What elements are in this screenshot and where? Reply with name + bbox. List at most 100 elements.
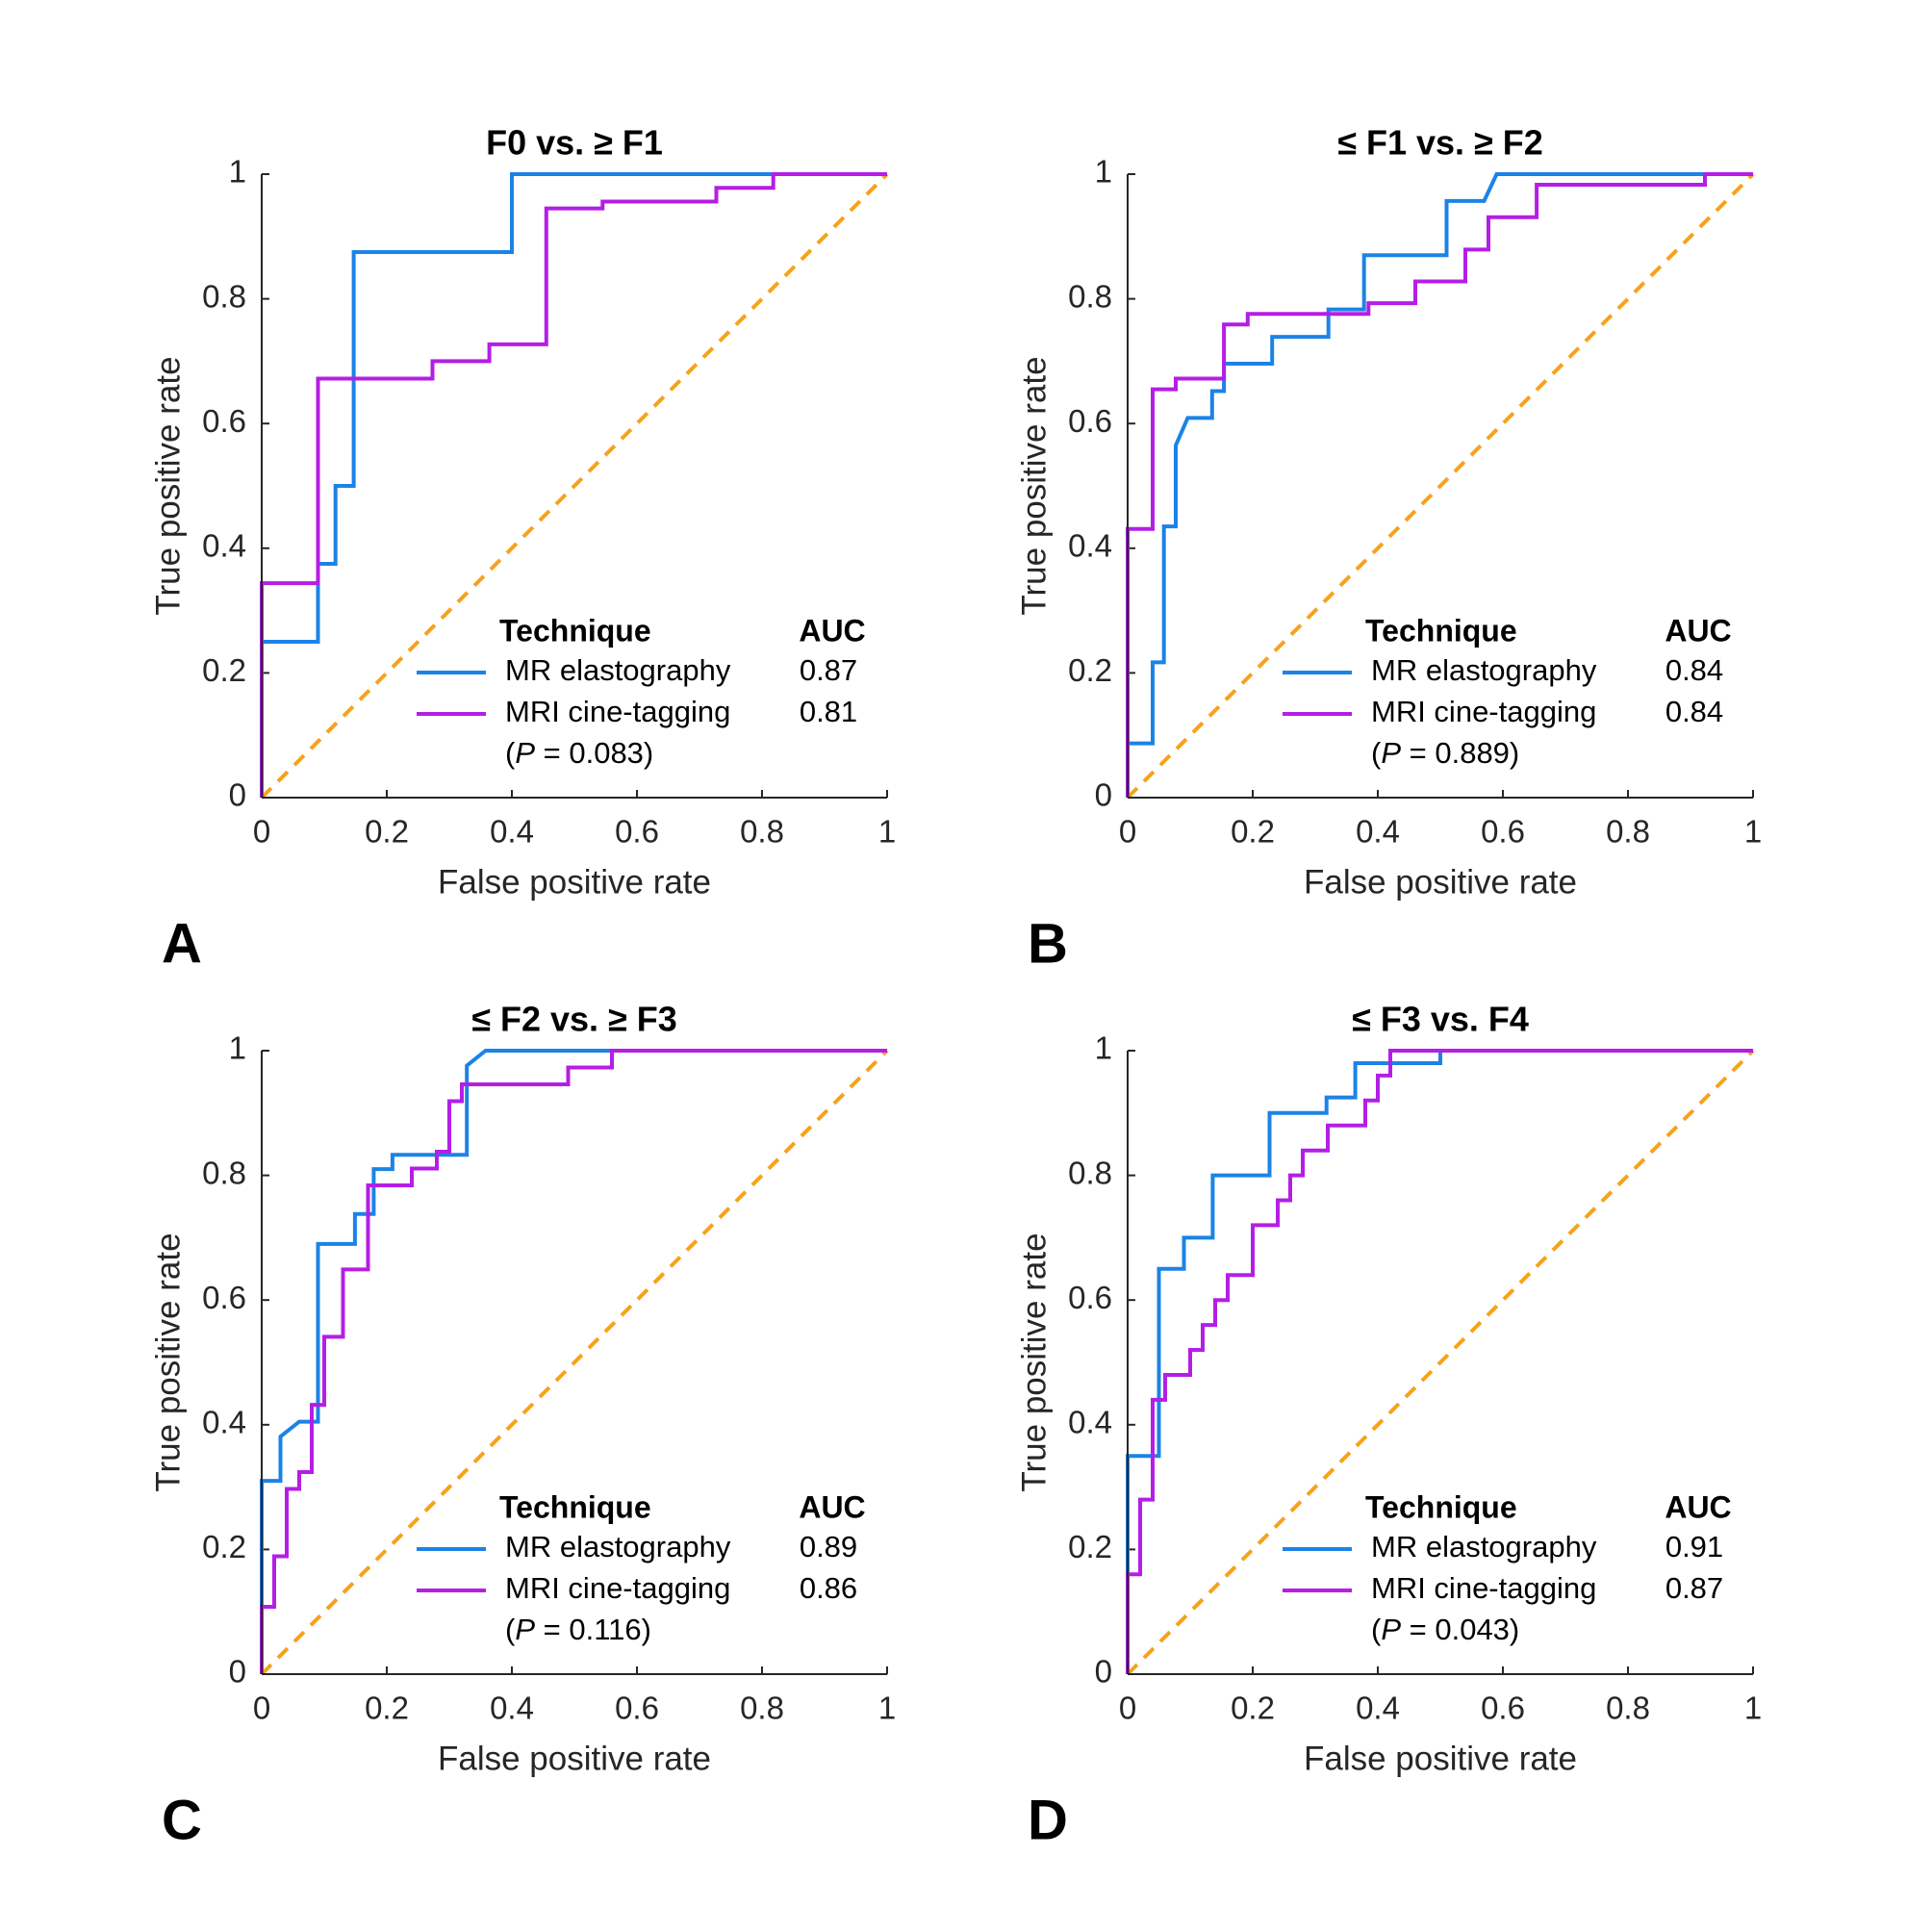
x-axis-label: False positive rate	[438, 1740, 711, 1777]
legend-header: Technique	[1365, 1489, 1517, 1524]
x-tick-label: 0	[1119, 1690, 1136, 1726]
p-value: (P = 0.889)	[1371, 736, 1519, 770]
y-tick-label: 0.8	[202, 1155, 246, 1190]
y-tick-label: 0.6	[202, 1280, 246, 1315]
reference-line	[260, 172, 889, 800]
auc-value: 0.81	[800, 695, 857, 728]
roc-curve	[1126, 1049, 1753, 1674]
y-tick-label: 0	[229, 777, 246, 813]
x-tick-label: 0	[1119, 814, 1136, 850]
roc-curve	[260, 1049, 887, 1674]
x-tick-label: 1	[1744, 814, 1762, 850]
roc-curve	[260, 172, 887, 798]
chart-title: F0 vs. ≥ F1	[486, 123, 663, 163]
p-value-part: (	[1371, 736, 1382, 770]
p-value-part: P	[1381, 736, 1401, 770]
x-tick-label: 0.2	[1231, 814, 1275, 850]
x-tick-label: 0	[253, 1690, 270, 1726]
legend: Technique AUC MR elastography 0.91 MRI cine-…	[1283, 1489, 1732, 1646]
x-tick-label: 0.2	[365, 1690, 409, 1726]
auc-value: 0.89	[800, 1530, 857, 1563]
reference-line	[260, 1049, 889, 1676]
y-axis-label: True positive rate	[1015, 1233, 1053, 1491]
legend-label: MRI cine-tagging	[1371, 695, 1596, 728]
x-axis-label: False positive rate	[1304, 1740, 1577, 1777]
chart-title: ≤ F3 vs. F4	[1352, 1000, 1529, 1039]
p-value-part: (	[1371, 1613, 1382, 1646]
x-tick-label: 0.6	[1481, 814, 1525, 850]
y-tick-label: 0.8	[202, 278, 246, 314]
auc-value: 0.86	[800, 1571, 857, 1605]
x-tick-label: 0.8	[740, 814, 784, 850]
y-tick-label: 0.8	[1068, 278, 1112, 314]
p-value-part: (	[505, 736, 516, 770]
x-tick-label: 0.8	[1606, 814, 1650, 850]
legend-header: AUC	[799, 1489, 865, 1524]
x-tick-label: 0.4	[1356, 814, 1400, 850]
legend-header: Technique	[499, 613, 651, 648]
y-tick-label: 1	[229, 154, 246, 190]
legend-label: MRI cine-tagging	[505, 1571, 730, 1605]
legend: Technique AUC MR elastography 0.84 MRI cine-…	[1283, 613, 1732, 770]
panel-label: D	[1028, 1789, 1068, 1851]
y-tick-label: 0.6	[1068, 403, 1112, 439]
roc-curve	[260, 1049, 887, 1674]
x-tick-label: 0.6	[615, 814, 659, 850]
legend: Technique AUC MR elastography 0.87 MRI cine-…	[417, 613, 866, 770]
legend-label: MR elastography	[1371, 1530, 1597, 1563]
p-value-part: = 0.116)	[535, 1613, 651, 1646]
legend-label: MR elastography	[505, 1530, 731, 1563]
x-axis-label: False positive rate	[438, 863, 711, 901]
x-tick-label: 0.8	[740, 1690, 784, 1726]
auc-value: 0.84	[1665, 653, 1723, 687]
legend-label: MR elastography	[1371, 653, 1597, 687]
legend: Technique AUC MR elastography 0.89 MRI cine-…	[417, 1489, 866, 1646]
x-tick-label: 0.4	[1356, 1690, 1400, 1726]
x-tick-label: 0.4	[490, 1690, 534, 1726]
p-value: (P = 0.043)	[1371, 1613, 1519, 1646]
y-tick-label: 0.6	[1068, 1280, 1112, 1315]
legend-label: MRI cine-tagging	[1371, 1571, 1596, 1605]
y-tick-label: 0.6	[202, 403, 246, 439]
x-tick-label: 0.6	[615, 1690, 659, 1726]
chart-title: ≤ F1 vs. ≥ F2	[1337, 123, 1543, 163]
p-value-part: P	[515, 736, 535, 770]
roc-curve	[1126, 172, 1753, 798]
x-tick-label: 1	[878, 1690, 896, 1726]
y-tick-label: 0.2	[1068, 1529, 1112, 1564]
p-value: (P = 0.083)	[505, 736, 653, 770]
y-axis-label: True positive rate	[149, 356, 187, 615]
y-tick-label: 0	[229, 1654, 246, 1690]
y-axis-label: True positive rate	[149, 1233, 187, 1491]
p-value-part: (	[505, 1613, 516, 1646]
auc-value: 0.91	[1665, 1530, 1723, 1563]
p-value: (P = 0.116)	[505, 1613, 651, 1646]
x-tick-label: 1	[878, 814, 896, 850]
y-tick-label: 0.4	[1068, 528, 1112, 564]
p-value-part: = 0.889)	[1401, 736, 1519, 770]
panel-label: A	[162, 912, 202, 975]
y-tick-label: 0.4	[202, 1405, 246, 1440]
y-tick-label: 0.2	[202, 652, 246, 688]
legend-label: MRI cine-tagging	[505, 695, 730, 728]
chart-title: ≤ F2 vs. ≥ F3	[471, 1000, 677, 1039]
legend-header: AUC	[1665, 1489, 1731, 1524]
y-tick-label: 0.8	[1068, 1155, 1112, 1190]
p-value-part: P	[1381, 1613, 1401, 1646]
auc-value: 0.87	[800, 653, 857, 687]
y-tick-label: 0.4	[1068, 1405, 1112, 1440]
x-tick-label: 0.2	[1231, 1690, 1275, 1726]
y-tick-label: 1	[1095, 154, 1112, 190]
p-value-part: P	[515, 1613, 535, 1646]
y-tick-label: 1	[229, 1030, 246, 1066]
x-tick-label: 0.2	[365, 814, 409, 850]
x-tick-label: 1	[1744, 1690, 1762, 1726]
auc-value: 0.87	[1665, 1571, 1723, 1605]
y-tick-label: 0	[1095, 1654, 1112, 1690]
legend-header: AUC	[799, 613, 865, 648]
y-tick-label: 0.2	[1068, 652, 1112, 688]
x-axis-label: False positive rate	[1304, 863, 1577, 901]
y-tick-label: 0.4	[202, 528, 246, 564]
y-tick-label: 1	[1095, 1030, 1112, 1066]
